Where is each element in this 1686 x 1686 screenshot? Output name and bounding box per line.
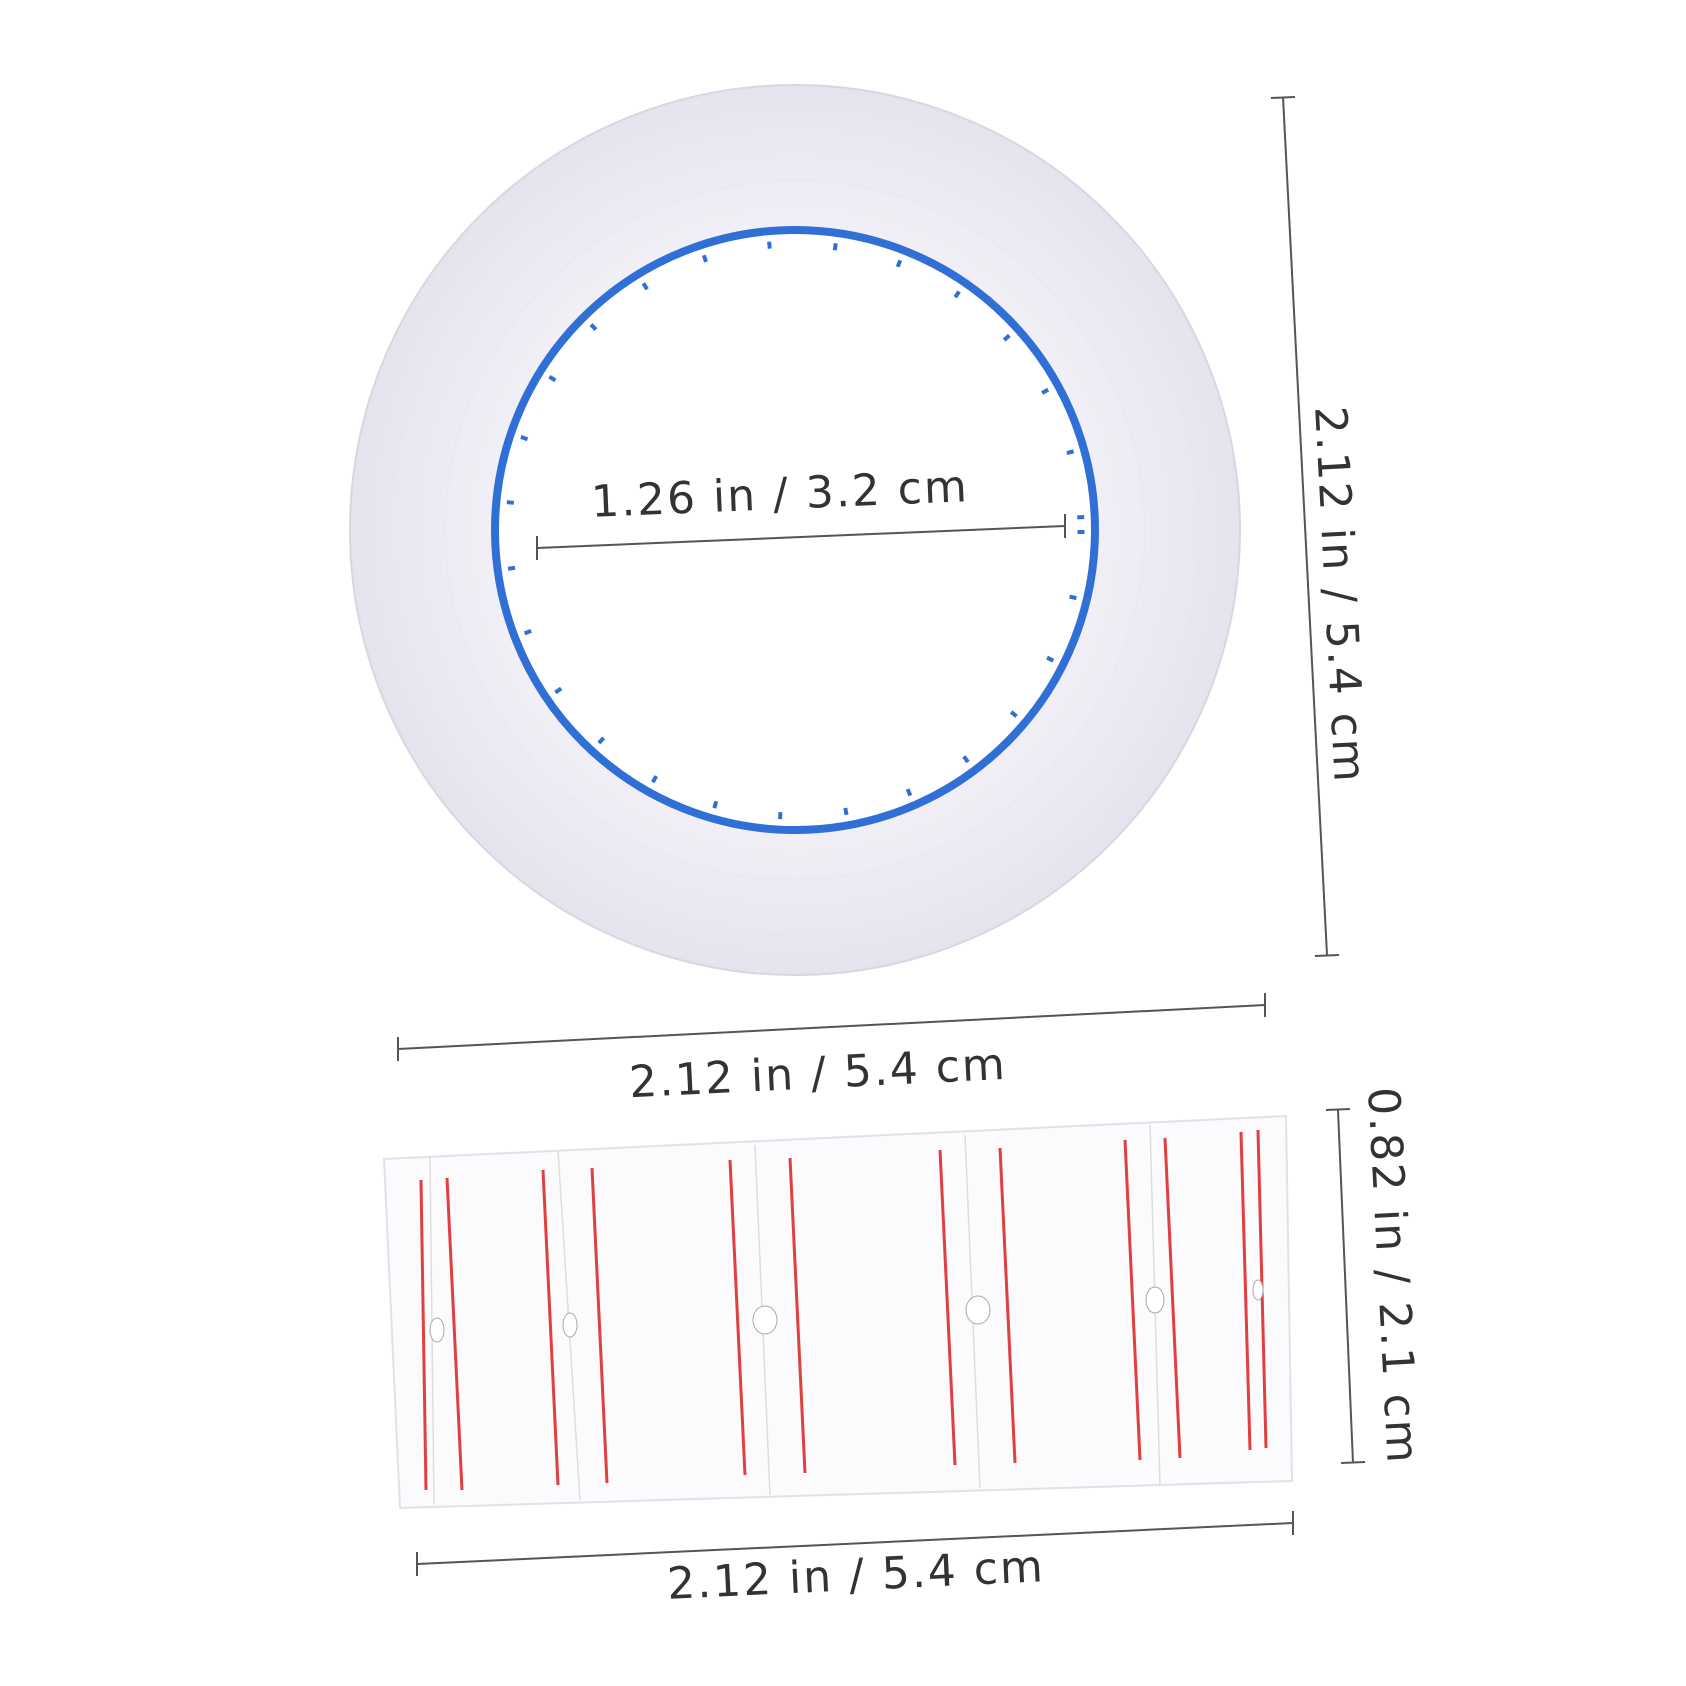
strip <box>382 1114 1294 1510</box>
core-perforations <box>505 240 1085 820</box>
dimension-cap <box>1325 1108 1351 1111</box>
dimension-line <box>536 525 1066 549</box>
roll-layer <box>394 129 1196 931</box>
label-strip <box>382 1114 1294 1510</box>
dimension-line <box>1282 96 1328 956</box>
dimension-line <box>397 1004 1266 1050</box>
dimension-label: 0.82 in / 2.1 cm <box>1357 1086 1428 1466</box>
dimension-cap <box>1340 1461 1366 1464</box>
label-roll <box>349 84 1241 976</box>
dimension-line <box>416 1522 1294 1565</box>
strip-markings <box>419 1124 1268 1505</box>
roll-layer <box>444 179 1146 881</box>
roll-width-dimension: 2.12 in / 5.4 cm <box>397 993 1266 1108</box>
dimension-label: 2.12 in / 5.4 cm <box>666 1541 1046 1610</box>
roll-core <box>491 226 1099 834</box>
strip-height-dimension: 0.82 in / 2.1 cm <box>1325 1086 1428 1466</box>
roll-height-dimension: 2.12 in / 5.4 cm <box>1270 96 1375 957</box>
dimension-cap <box>1270 96 1296 99</box>
dimension-label: 2.12 in / 5.4 cm <box>628 1039 1008 1108</box>
dimension-cap <box>1314 954 1340 957</box>
dimension-line <box>1337 1109 1354 1464</box>
strip-width-dimension: 2.12 in / 5.4 cm <box>416 1511 1294 1610</box>
